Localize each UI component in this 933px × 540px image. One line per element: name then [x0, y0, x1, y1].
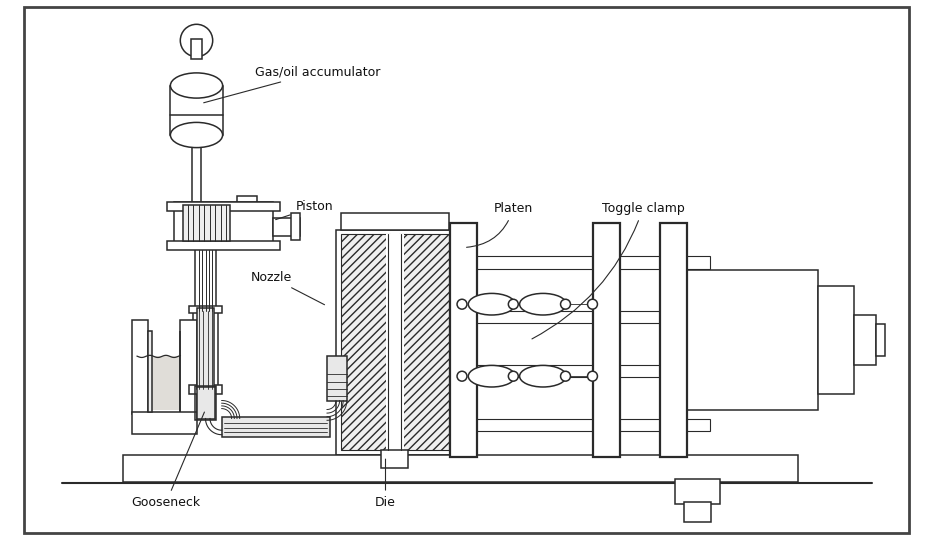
Bar — [132, 320, 148, 414]
Bar — [291, 213, 300, 240]
Bar — [192, 132, 201, 212]
Bar — [167, 201, 280, 211]
Circle shape — [457, 299, 466, 309]
Bar — [189, 385, 222, 394]
Bar — [192, 205, 244, 214]
Bar — [327, 355, 347, 401]
Bar — [341, 213, 449, 230]
Bar — [385, 234, 403, 450]
Ellipse shape — [520, 366, 566, 387]
Bar — [453, 256, 709, 269]
Text: Toggle clamp: Toggle clamp — [532, 202, 684, 339]
Bar — [451, 223, 478, 457]
Circle shape — [561, 299, 570, 309]
Bar — [817, 286, 854, 394]
Bar — [876, 324, 885, 355]
Bar — [123, 455, 798, 482]
Bar — [453, 418, 709, 431]
Bar — [237, 196, 257, 223]
Bar — [854, 315, 876, 365]
Text: Piston: Piston — [275, 200, 333, 220]
Bar — [193, 308, 218, 389]
Bar — [148, 331, 152, 412]
Circle shape — [561, 372, 570, 381]
Circle shape — [508, 372, 518, 381]
Text: Gooseneck: Gooseneck — [132, 412, 204, 509]
Bar — [381, 450, 408, 468]
Bar — [171, 85, 223, 135]
Circle shape — [588, 299, 597, 309]
Bar — [222, 417, 329, 436]
Bar — [198, 308, 214, 389]
Bar — [132, 412, 197, 434]
Bar — [180, 320, 197, 414]
Bar — [195, 386, 216, 420]
Bar — [399, 234, 449, 450]
Bar — [684, 502, 711, 522]
Ellipse shape — [171, 123, 223, 147]
Ellipse shape — [468, 293, 515, 315]
Bar — [183, 205, 230, 241]
Bar — [336, 230, 453, 455]
Text: Nozzle: Nozzle — [250, 271, 325, 305]
Bar — [453, 310, 709, 323]
Ellipse shape — [520, 293, 566, 315]
Bar — [453, 364, 709, 377]
Bar — [191, 39, 202, 58]
Circle shape — [508, 299, 518, 309]
Circle shape — [457, 372, 466, 381]
Bar — [174, 201, 273, 245]
Bar — [660, 430, 671, 457]
Bar — [273, 218, 300, 236]
Text: Platen: Platen — [466, 202, 533, 247]
Bar — [660, 223, 687, 457]
Text: Die: Die — [375, 459, 396, 509]
Ellipse shape — [171, 73, 223, 98]
Bar — [137, 356, 180, 410]
Bar — [341, 234, 390, 450]
Text: Gas/oil accumulator: Gas/oil accumulator — [203, 65, 381, 103]
Bar — [675, 479, 720, 504]
Bar — [195, 247, 216, 310]
Circle shape — [180, 24, 213, 57]
Bar — [660, 223, 671, 250]
Ellipse shape — [468, 366, 515, 387]
Circle shape — [588, 372, 597, 381]
Bar — [189, 306, 222, 313]
Bar — [592, 223, 620, 457]
Bar — [167, 241, 280, 250]
Bar — [197, 387, 215, 419]
Bar — [687, 270, 817, 409]
